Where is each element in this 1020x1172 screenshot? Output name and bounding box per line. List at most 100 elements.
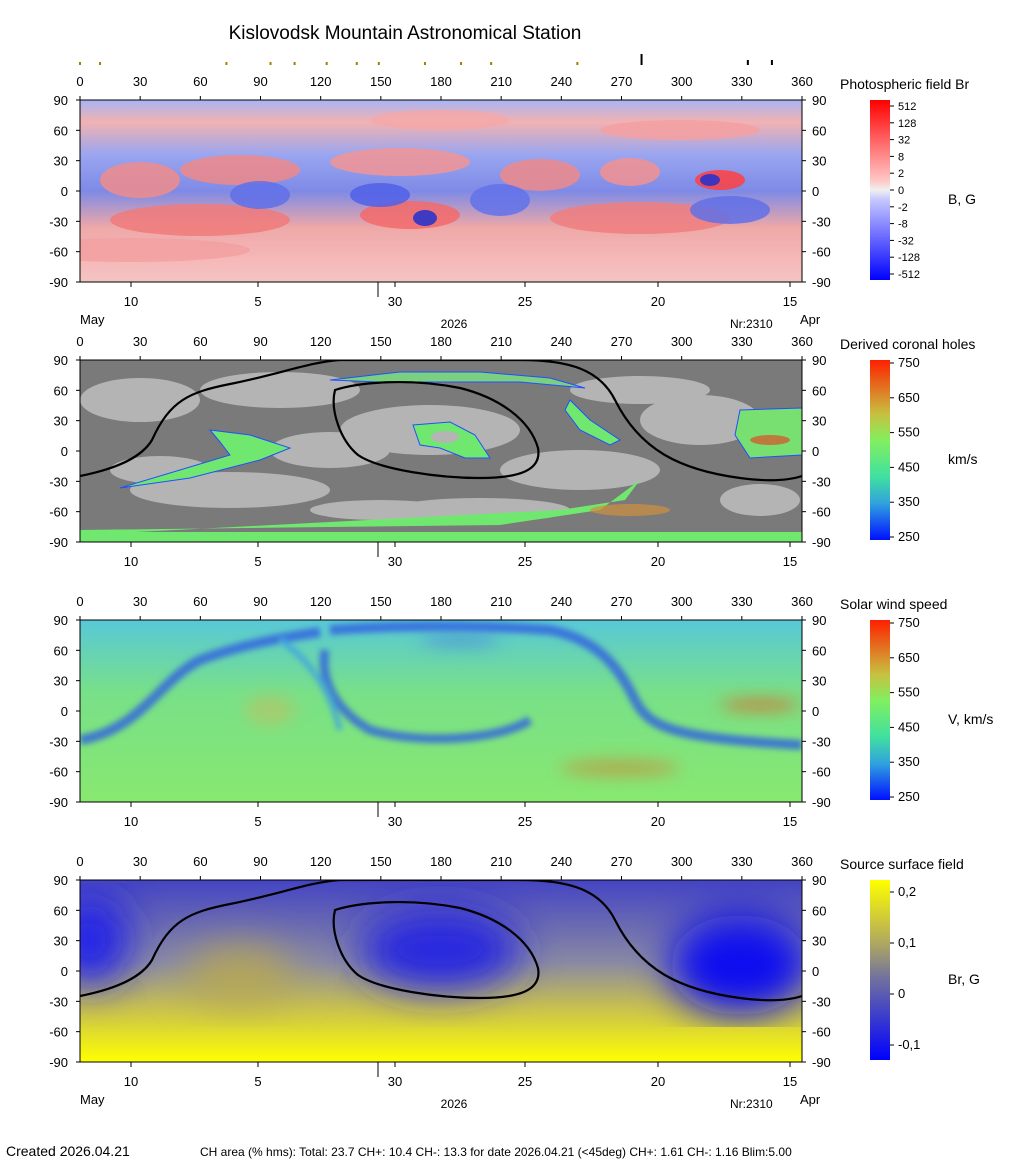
rotation-label: Nr:2310 — [730, 1097, 773, 1111]
lat-tick-label-right: -30 — [812, 214, 831, 229]
lat-tick-label-left: -30 — [49, 214, 68, 229]
lon-tick-label: 90 — [253, 854, 267, 869]
lon-tick-label: 120 — [310, 74, 332, 89]
lon-tick-label: 30 — [133, 594, 147, 609]
lat-tick-label-right: -90 — [812, 795, 831, 810]
date-tick-label: 20 — [651, 554, 665, 569]
lat-tick-label-left: 0 — [61, 964, 68, 979]
colorbar-tick-label: 750 — [898, 355, 920, 370]
lon-tick-label: 120 — [310, 334, 332, 349]
colorbar-tick-label: 0,1 — [898, 935, 916, 950]
lat-tick-label-left: -60 — [49, 765, 68, 780]
colorbar-unit: Br, G — [948, 971, 980, 987]
colorbar-tick-label: 0 — [898, 986, 905, 1001]
footer-created: Created 2026.04.21 — [6, 1143, 130, 1159]
colorbar — [870, 360, 890, 540]
lon-tick-label: 0 — [76, 334, 83, 349]
lat-tick-label-right: -60 — [812, 765, 831, 780]
colorbar-tick-label: 650 — [898, 650, 920, 665]
colorbar-tick-label: 650 — [898, 390, 920, 405]
lat-tick-label-right: -90 — [812, 535, 831, 550]
lat-tick-label-right: 0 — [812, 704, 819, 719]
obs-marker-small — [355, 62, 358, 65]
date-tick-label: 30 — [388, 554, 402, 569]
lat-tick-label-left: 0 — [61, 704, 68, 719]
date-tick-label: 20 — [651, 1074, 665, 1089]
lat-tick-label-right: 90 — [812, 873, 826, 888]
lon-tick-label: 300 — [671, 594, 693, 609]
lon-tick-label: 360 — [791, 334, 813, 349]
lon-tick-label: 330 — [731, 334, 753, 349]
colorbar-tick-label: -0,1 — [898, 1037, 920, 1052]
lon-tick-label: 180 — [430, 74, 452, 89]
obs-marker-small — [460, 62, 463, 65]
lon-tick-label: 90 — [253, 74, 267, 89]
lat-tick-label-left: 90 — [54, 353, 68, 368]
colorbar-tick-label: -512 — [898, 269, 920, 281]
date-tick-label: 5 — [254, 554, 261, 569]
heatmap — [80, 360, 802, 542]
colorbar-title: Derived coronal holes — [840, 336, 975, 352]
date-tick-label: 5 — [254, 294, 261, 309]
lon-tick-label: 0 — [76, 854, 83, 869]
obs-marker-small — [225, 62, 228, 65]
obs-marker-tall — [640, 54, 643, 65]
colorbar-tick-label: -128 — [898, 252, 920, 264]
obs-marker-tall — [746, 60, 749, 65]
lon-tick-label: 300 — [671, 74, 693, 89]
colorbar-unit: V, km/s — [948, 711, 993, 727]
neutral-line — [332, 900, 540, 1000]
colorbar-tick-label: 32 — [898, 135, 910, 147]
lat-tick-label-right: -30 — [812, 734, 831, 749]
lat-tick-label-left: -30 — [49, 734, 68, 749]
lat-tick-label-left: -60 — [49, 1025, 68, 1040]
lat-tick-label-left: -90 — [49, 795, 68, 810]
date-tick-label: 15 — [783, 554, 797, 569]
lon-tick-label: 150 — [370, 594, 392, 609]
observation-markers — [79, 54, 773, 65]
lon-tick-label: 240 — [550, 854, 572, 869]
date-tick-label: 30 — [388, 1074, 402, 1089]
date-tick-label: 15 — [783, 814, 797, 829]
lat-tick-label-left: -60 — [49, 505, 68, 520]
lat-tick-label-left: 30 — [54, 674, 68, 689]
colorbar — [870, 880, 890, 1060]
colorbar-unit: km/s — [948, 451, 978, 467]
lat-tick-label-right: -30 — [812, 474, 831, 489]
colorbar-tick-label: 250 — [898, 789, 920, 804]
obs-marker-small — [576, 62, 579, 65]
month-label-right: Apr — [800, 1092, 821, 1107]
lon-tick-label: 210 — [490, 74, 512, 89]
lat-tick-label-right: 30 — [812, 414, 826, 429]
colorbar-tick-label: 450 — [898, 719, 920, 734]
lon-tick-label: 330 — [731, 594, 753, 609]
lat-tick-label-right: 60 — [812, 643, 826, 658]
lat-tick-label-left: 60 — [54, 123, 68, 138]
lon-tick-label: 270 — [611, 594, 633, 609]
lat-tick-label-right: -60 — [812, 1025, 831, 1040]
date-tick-label: 25 — [518, 814, 532, 829]
obs-marker-small — [79, 62, 81, 65]
lat-tick-label-right: 90 — [812, 353, 826, 368]
lon-tick-label: 90 — [253, 334, 267, 349]
colorbar-tick-label: 350 — [898, 494, 920, 509]
colorbar-tick-label: 0,2 — [898, 884, 916, 899]
colorbar-tick-label: 550 — [898, 685, 920, 700]
footer-stats: CH area (% hms): Total: 23.7 CH+: 10.4 C… — [200, 1145, 792, 1159]
colorbar-tick-label: -32 — [898, 235, 914, 247]
lon-tick-label: 60 — [193, 74, 207, 89]
lat-tick-label-right: 60 — [812, 903, 826, 918]
lat-tick-label-right: 90 — [812, 613, 826, 628]
lat-tick-label-right: 30 — [812, 154, 826, 169]
lon-tick-label: 240 — [550, 74, 572, 89]
lon-tick-label: 180 — [430, 594, 452, 609]
lon-tick-label: 180 — [430, 334, 452, 349]
heatmap — [80, 100, 802, 282]
lon-tick-label: 120 — [310, 594, 332, 609]
lon-tick-label: 210 — [490, 594, 512, 609]
lat-tick-label-left: 90 — [54, 613, 68, 628]
